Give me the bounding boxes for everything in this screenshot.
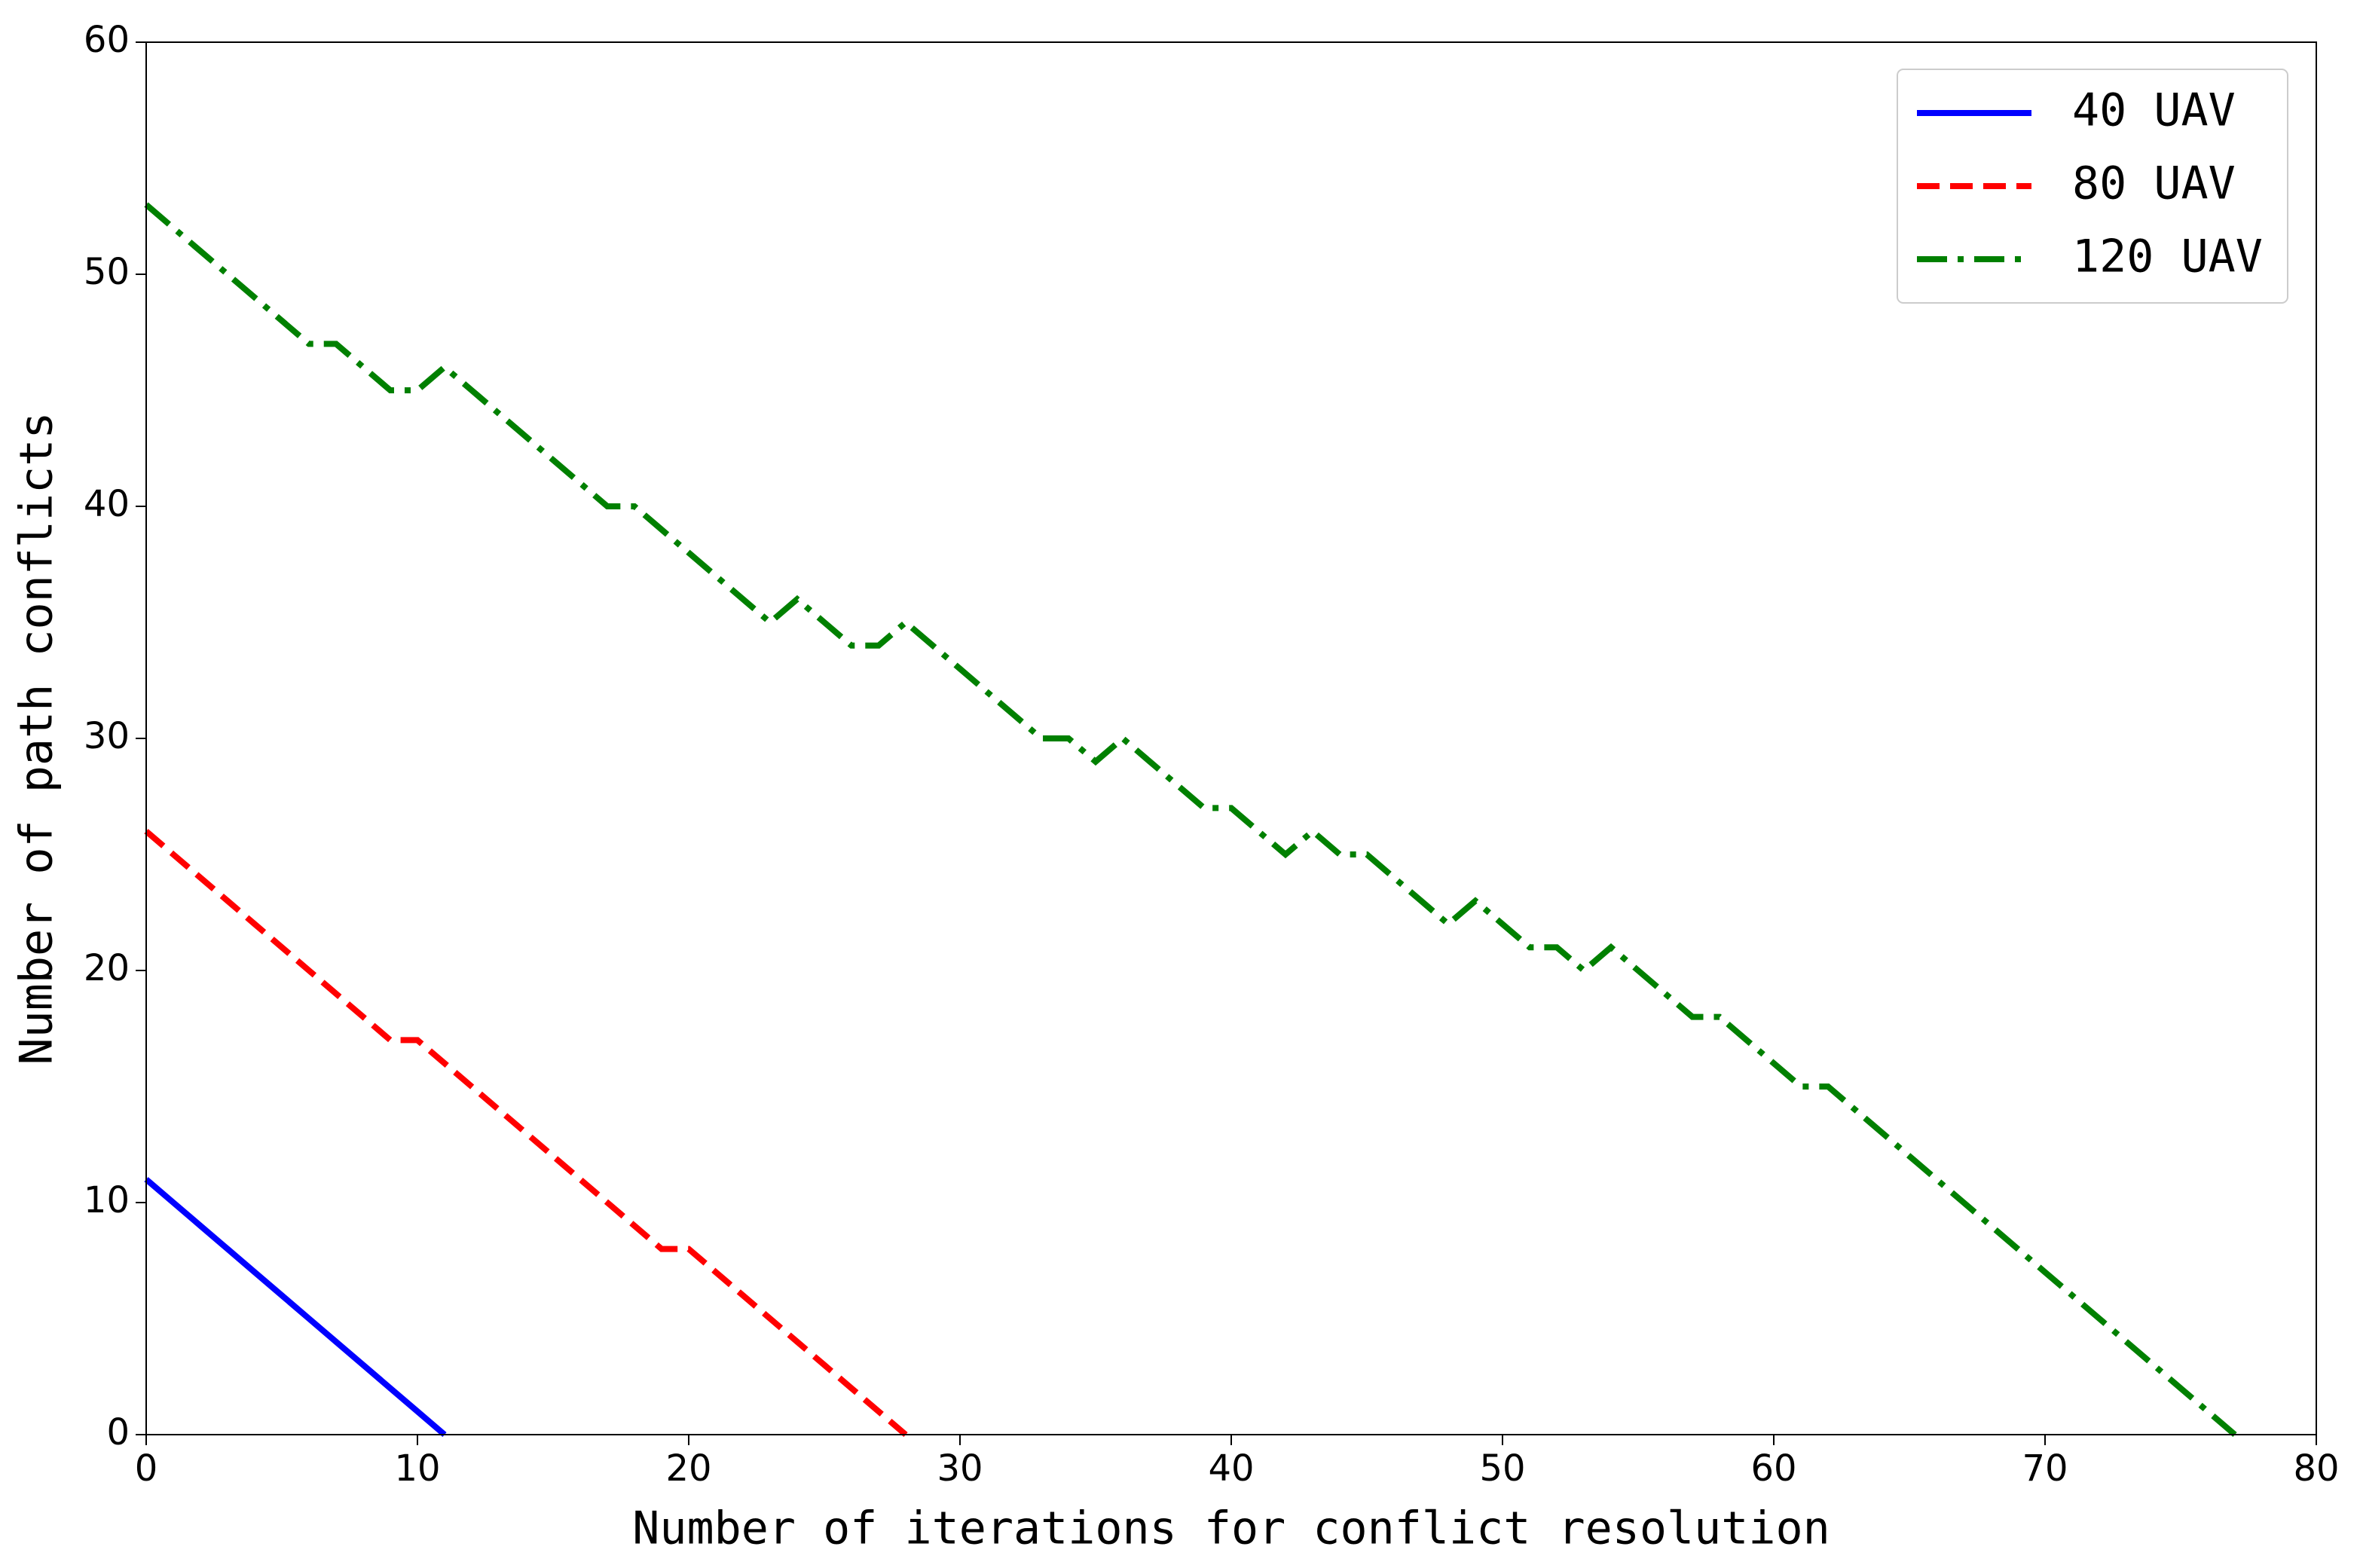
plot-frame <box>145 41 2317 1435</box>
data-line <box>144 1177 447 1438</box>
legend-box <box>1897 69 2288 304</box>
legend-label: 80 UAV <box>2072 157 2236 210</box>
y-tick-label: 20 <box>84 947 130 989</box>
x-tick-label: 30 <box>937 1447 983 1490</box>
x-tick-label: 20 <box>665 1447 711 1490</box>
x-tick-label: 50 <box>1479 1447 1525 1490</box>
x-tick-label: 40 <box>1208 1447 1254 1490</box>
x-tick-label: 60 <box>1750 1447 1796 1490</box>
legend-label: 40 UAV <box>2072 84 2236 137</box>
data-line <box>144 829 908 1438</box>
y-tick-label: 30 <box>84 715 130 757</box>
x-tick-label: 80 <box>2293 1447 2339 1490</box>
y-tick-label: 40 <box>84 483 130 525</box>
y-axis-label: Number of path conflicts <box>11 412 63 1065</box>
legend-label: 120 UAV <box>2072 231 2263 283</box>
y-tick-label: 60 <box>84 19 130 61</box>
y-tick-label: 10 <box>84 1179 130 1221</box>
x-tick-label: 70 <box>2022 1447 2068 1490</box>
data-line <box>144 202 2237 1438</box>
x-axis-label: Number of iterations for conflict resolu… <box>632 1502 1830 1555</box>
x-tick-label: 0 <box>135 1447 158 1490</box>
legend: 40 UAV 80 UAV 120 UAV <box>1897 69 2288 304</box>
y-tick-label: 50 <box>84 251 130 293</box>
y-tick-label: 0 <box>106 1411 130 1453</box>
x-tick-label: 10 <box>394 1447 440 1490</box>
